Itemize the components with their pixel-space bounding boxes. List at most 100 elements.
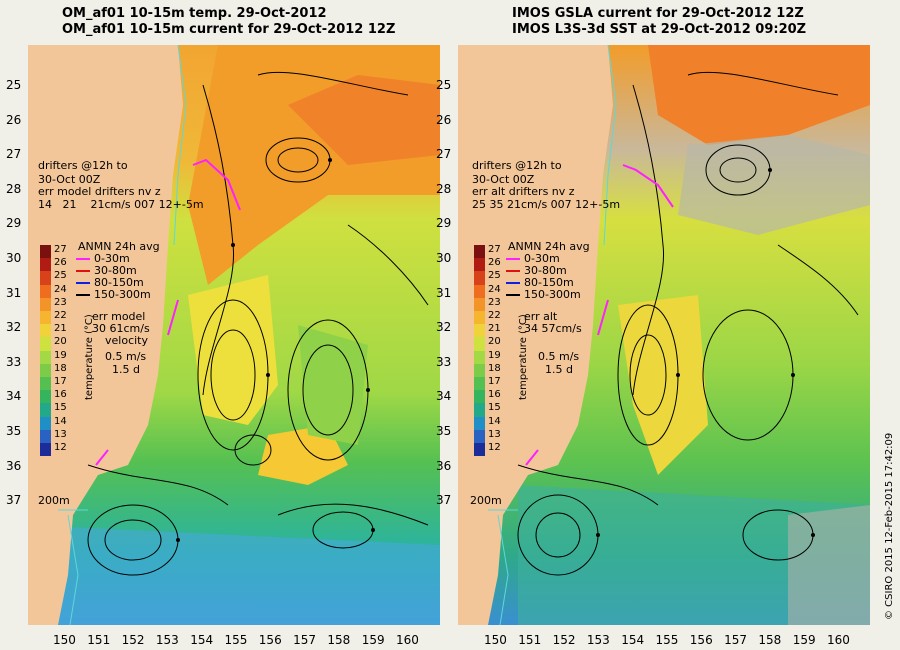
lon-label: 156	[258, 633, 282, 647]
colorbar-tick: 27	[54, 244, 67, 255]
colorbar-tick: 26	[488, 257, 501, 269]
legend-title: ANMN 24h avg	[78, 240, 160, 253]
colorbar-tick: 15	[54, 402, 67, 414]
lat-label: 27	[436, 147, 452, 162]
lat-label: 26	[436, 112, 452, 127]
colorbar-swatch	[40, 337, 51, 351]
lat-label: 27	[6, 147, 22, 162]
left-drifters-line-1: drifters @12h to	[38, 159, 128, 172]
colorbar-tick: 19	[54, 349, 67, 361]
colorbar-swatch	[40, 324, 51, 338]
lat-label: 25	[436, 78, 452, 92]
left-sst-map	[28, 45, 440, 625]
lat-label: 33	[436, 354, 452, 369]
colorbar-tick: 14	[54, 415, 67, 427]
lat-label: 25	[6, 78, 22, 92]
lon-label: 160	[396, 633, 419, 647]
colorbar-swatch	[40, 271, 51, 285]
right-drifters-line-1: drifters @12h to	[472, 159, 562, 172]
legend-label: 80-150m	[524, 276, 574, 289]
colorbar-swatch	[474, 245, 485, 259]
right-velocity-scale: 0.5 m/s	[538, 350, 580, 363]
lat-label: 29	[436, 216, 452, 231]
lon-label: 160	[827, 633, 850, 647]
colorbar-swatch	[474, 311, 485, 325]
lon-label: 155	[224, 633, 248, 647]
colorbar-tick: 27	[488, 244, 501, 255]
lon-label: 157	[724, 633, 747, 647]
colorbar-swatch	[40, 403, 51, 417]
lon-label: 156	[689, 633, 713, 647]
left-title-1: OM_af01 10-15m temp. 29-Oct-2012	[62, 6, 327, 21]
colorbar-swatch	[474, 390, 485, 404]
lat-label: 31	[436, 285, 452, 300]
colorbar-swatch	[40, 297, 51, 311]
lat-label: 30	[436, 251, 452, 265]
lon-label: 158	[758, 633, 782, 647]
legend-label: 0-30m	[524, 252, 560, 265]
lon-label: 159	[792, 633, 816, 647]
colorbar-tick: 19	[488, 349, 501, 361]
lat-label: 36	[6, 458, 22, 473]
colorbar-tick: 20	[54, 336, 67, 348]
colorbar-swatch	[40, 284, 51, 298]
colorbar-tick: 21	[488, 323, 501, 335]
lon-label: 150	[484, 633, 507, 647]
legend-arrow	[506, 282, 520, 284]
colorbar-tick: 25	[54, 270, 67, 282]
legend-arrow	[506, 270, 520, 272]
colorbar-swatch	[474, 337, 485, 351]
lat-label: 32	[436, 320, 452, 335]
lat-label: 37	[436, 493, 452, 508]
right-velocity-time: 1.5 d	[545, 363, 573, 376]
colorbar-tick: 14	[488, 415, 501, 427]
colorbar-swatch	[474, 416, 485, 430]
colorbar-swatch	[40, 377, 51, 391]
lat-label: 30	[6, 251, 22, 265]
lon-label: 152	[552, 633, 576, 647]
colorbar-tick: 13	[54, 428, 67, 440]
colorbar-swatch	[40, 311, 51, 325]
lon-label: 154	[190, 633, 214, 647]
lon-label: 159	[361, 633, 385, 647]
lon-label: 151	[518, 633, 542, 647]
left-err-label: err model	[92, 310, 146, 323]
legend-arrow	[506, 258, 520, 260]
right-sst-map	[458, 45, 870, 625]
lat-label: 36	[436, 458, 452, 473]
colorbar-tick: 13	[488, 428, 501, 440]
colorbar-swatch	[40, 350, 51, 364]
colorbar-swatch	[40, 416, 51, 430]
right-drifters-line-3: err alt drifters nv z	[472, 185, 575, 198]
lon-label: 155	[655, 633, 679, 647]
left-velocity-time: 1.5 d	[112, 363, 140, 376]
legend-arrow	[76, 294, 90, 296]
colorbar-swatch	[474, 324, 485, 338]
colorbar-tick: 18	[54, 362, 67, 374]
colorbar-swatch	[474, 297, 485, 311]
colorbar-swatch	[474, 284, 485, 298]
lon-label: 157	[293, 633, 316, 647]
colorbar-swatch	[474, 271, 485, 285]
right-err-label: err alt	[524, 310, 558, 323]
colorbar-tick: 25	[488, 270, 501, 282]
right-err-value: 34 57cm/s	[524, 322, 582, 335]
colorbar-tick: 22	[54, 310, 67, 321]
lon-label: 151	[87, 633, 111, 647]
lat-label: 34	[436, 389, 452, 404]
lat-label: 32	[6, 320, 22, 335]
colorbar-swatch	[40, 390, 51, 404]
legend-label: 80-150m	[94, 276, 144, 289]
right-isobath-label: 200m	[470, 494, 502, 507]
colorbar-swatch	[474, 403, 485, 417]
lon-label: 153	[155, 633, 179, 647]
colorbar-tick: 23	[488, 296, 501, 308]
colorbar-swatch	[40, 245, 51, 259]
colorbar-tick: 20	[488, 336, 501, 348]
colorbar-swatch	[474, 443, 485, 457]
lon-label: 154	[621, 633, 645, 647]
lat-label: 28	[436, 181, 452, 196]
legend-label: 0-30m	[94, 252, 130, 265]
legend-arrow	[76, 258, 90, 260]
right-drifters-line-4: 25 35 21cm/s 007 12+-5m	[472, 198, 621, 211]
